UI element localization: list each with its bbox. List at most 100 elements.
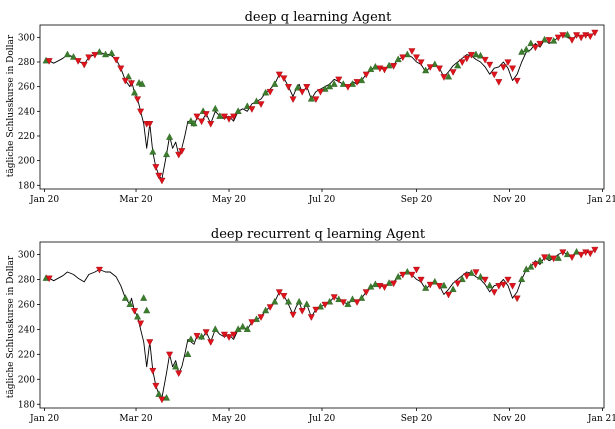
top-buy-marker xyxy=(476,51,485,59)
top-buy-marker xyxy=(138,80,146,87)
top-x-tick-label: Jan 21 xyxy=(587,195,615,205)
top-sell-marker xyxy=(112,56,120,64)
top-buy-marker xyxy=(541,35,549,43)
top-sell-marker xyxy=(152,164,160,171)
bottom-sell-marker xyxy=(45,275,53,283)
bottom-sell-marker xyxy=(353,299,361,306)
bottom-sell-marker xyxy=(499,281,507,289)
top-sell-marker xyxy=(178,148,186,155)
bottom-buy-marker xyxy=(536,256,544,264)
bottom-buy-marker xyxy=(198,332,206,340)
top-sell-marker xyxy=(380,66,389,74)
bottom-sell-marker xyxy=(280,293,288,300)
top-buy-marker xyxy=(149,147,157,155)
top-y-tick-label: 220 xyxy=(18,132,35,142)
top-chart-panel: deep q learning Agent tägliche Schlussku… xyxy=(6,10,615,205)
bottom-buy-marker xyxy=(143,306,151,314)
bottom-buy-marker xyxy=(211,325,219,332)
bottom-buy-marker xyxy=(358,294,366,301)
bottom-buy-marker xyxy=(134,312,142,320)
top-sell-marker xyxy=(577,34,585,42)
bottom-sell-marker xyxy=(312,306,320,314)
top-buy-marker xyxy=(108,49,116,56)
bottom-y-tick-label: 260 xyxy=(18,300,35,310)
bottom-sell-marker xyxy=(330,294,338,301)
top-sell-marker xyxy=(85,54,93,62)
bottom-buy-marker xyxy=(271,297,279,305)
top-sell-marker xyxy=(117,65,125,73)
top-sell-marker xyxy=(303,84,311,91)
bottom-chart-title: deep recurrent q learning Agent xyxy=(211,227,426,242)
bottom-y-tick-label: 300 xyxy=(18,250,35,260)
top-sell-marker xyxy=(193,113,201,121)
top-sell-marker xyxy=(198,118,206,126)
bottom-sell-marker xyxy=(444,291,453,299)
bottom-buy-marker xyxy=(295,297,303,305)
bottom-sell-marker xyxy=(568,254,576,262)
top-sell-marker xyxy=(284,84,292,91)
bottom-sell-marker xyxy=(591,246,599,254)
bottom-y-tick-label: 280 xyxy=(18,275,35,285)
top-buy-marker xyxy=(472,50,480,58)
bottom-sell-marker xyxy=(95,266,103,274)
bottom-sell-marker xyxy=(130,308,139,315)
bottom-sell-marker xyxy=(513,295,521,303)
bottom-buy-marker xyxy=(187,335,195,342)
bottom-sell-marker xyxy=(435,283,443,290)
bottom-buy-marker xyxy=(184,350,192,357)
top-sell-marker xyxy=(399,54,407,62)
bottom-sell-marker xyxy=(158,396,166,404)
top-sell-marker xyxy=(408,48,416,55)
top-sell-marker xyxy=(175,151,183,159)
bottom-sell-marker xyxy=(152,382,160,390)
bottom-sell-marker xyxy=(339,299,347,306)
bottom-y-tick-label: 200 xyxy=(18,375,35,385)
top-sell-marker xyxy=(248,106,256,113)
top-sell-marker xyxy=(266,88,274,96)
top-sell-marker xyxy=(335,76,343,84)
bottom-x-tick-label: Sep 20 xyxy=(401,414,433,424)
top-buy-marker xyxy=(330,80,338,87)
bottom-buy-marker xyxy=(262,306,270,314)
top-y-tick-label: 180 xyxy=(18,181,35,191)
top-sell-marker xyxy=(586,33,594,41)
bottom-sell-marker xyxy=(289,311,297,319)
bottom-sell-marker xyxy=(380,284,389,291)
top-sell-marker xyxy=(568,37,576,44)
bottom-sell-marker xyxy=(408,271,416,279)
top-sell-marker xyxy=(495,79,503,86)
top-y-tick-label: 260 xyxy=(18,83,35,93)
top-sell-marker xyxy=(134,96,142,104)
top-sell-marker xyxy=(412,54,421,62)
bottom-buy-marker xyxy=(440,281,448,289)
top-sell-marker xyxy=(536,40,544,48)
top-sell-marker xyxy=(449,69,457,76)
top-buy-marker xyxy=(444,72,453,80)
bottom-buy-marker xyxy=(126,300,134,308)
bottom-sell-marker xyxy=(504,276,512,284)
bottom-x-tick-label: Nov 20 xyxy=(493,414,526,424)
top-sell-marker xyxy=(344,84,352,91)
bottom-buy-marker xyxy=(155,390,163,397)
bottom-buy-marker xyxy=(344,300,352,308)
top-sell-marker xyxy=(362,71,370,79)
bottom-buy-marker xyxy=(458,275,466,283)
bottom-sell-marker xyxy=(541,254,549,262)
top-buy-marker xyxy=(454,61,462,69)
bottom-buy-marker xyxy=(394,272,402,280)
top-y-tick-label: 240 xyxy=(18,107,35,117)
top-buy-marker xyxy=(394,55,402,63)
top-sell-marker xyxy=(463,55,471,63)
bottom-price-line xyxy=(46,249,596,399)
top-buy-marker xyxy=(187,117,195,124)
top-buy-marker xyxy=(130,88,139,96)
top-sell-marker xyxy=(426,64,434,71)
bottom-sell-marker xyxy=(412,266,421,274)
top-sell-marker xyxy=(207,121,215,128)
bottom-sell-marker xyxy=(149,367,157,375)
bottom-buy-marker xyxy=(172,362,180,370)
bottom-chart-y-axis-label: tägliche Schlusskurse in Dollar xyxy=(6,255,16,398)
bottom-x-tick-label: May 20 xyxy=(212,414,246,424)
top-buy-marker xyxy=(166,133,174,140)
bottom-buy-marker xyxy=(303,300,311,308)
